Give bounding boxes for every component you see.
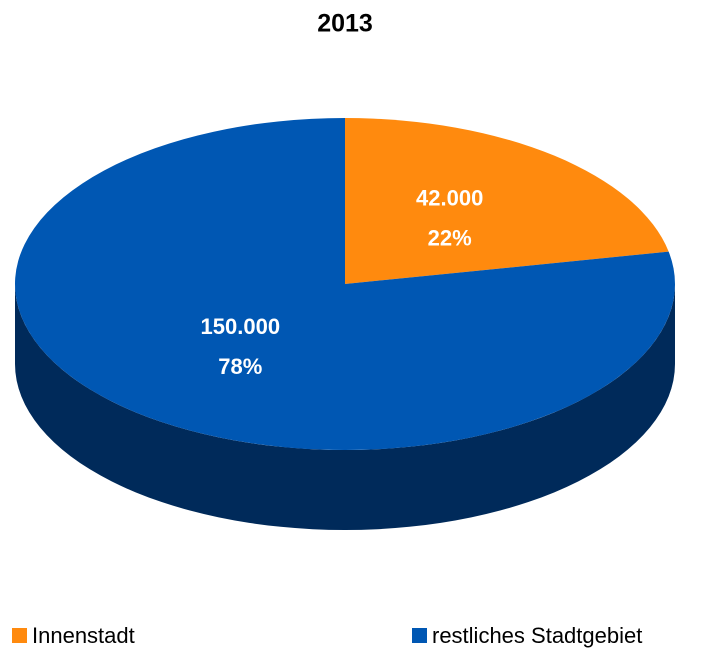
- value-label: 150.000: [201, 314, 281, 339]
- pie-side: [15, 284, 675, 530]
- value-label: 42.000: [416, 186, 483, 211]
- legend-label: restliches Stadtgebiet: [432, 623, 642, 648]
- pie-slice: [345, 118, 669, 284]
- legend-label: Innenstadt: [32, 623, 135, 648]
- chart-title: 2013: [317, 10, 373, 38]
- percent-label: 22%: [428, 226, 472, 251]
- pie-slice: [14, 118, 675, 450]
- legend-swatch: [412, 628, 427, 643]
- legend-swatch: [12, 628, 27, 643]
- percent-label: 78%: [218, 354, 262, 379]
